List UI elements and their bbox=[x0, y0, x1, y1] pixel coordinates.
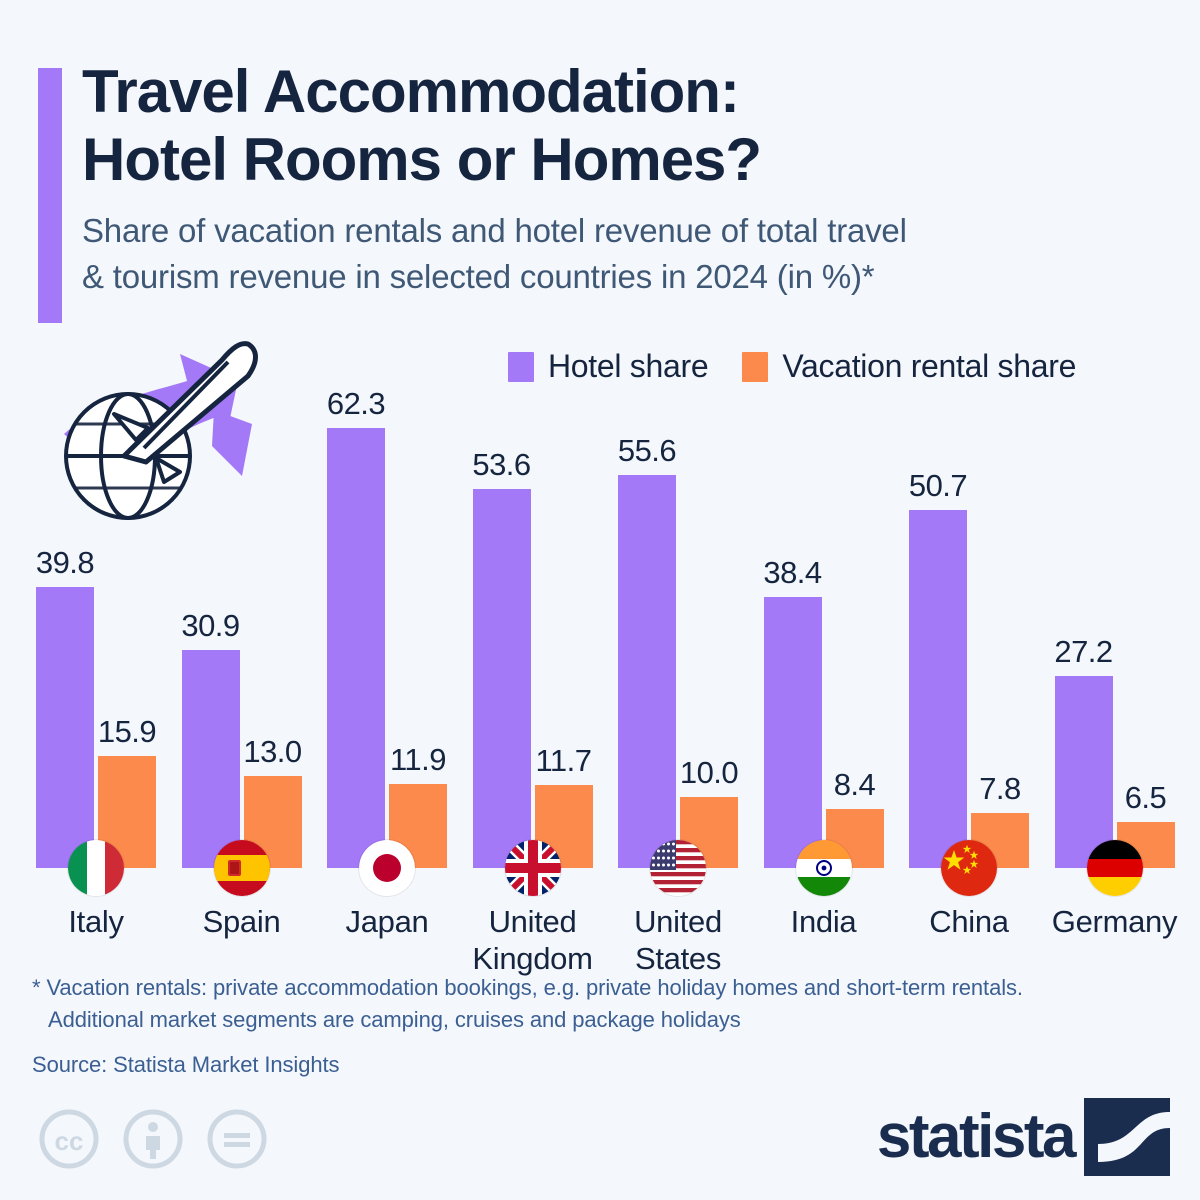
subtitle-line-2: & tourism revenue in selected countries … bbox=[82, 258, 875, 296]
svg-text:cc: cc bbox=[55, 1126, 84, 1156]
bar-hotel-share[interactable]: 30.9 bbox=[181, 608, 240, 868]
bar-value-label: 11.7 bbox=[535, 743, 592, 779]
bar-hotel-share[interactable]: 39.8 bbox=[36, 545, 95, 868]
bar-pair: 55.6 10.0 bbox=[618, 433, 739, 868]
bar-group-india: 38.4 8.4 India bbox=[763, 555, 884, 939]
category-label-italy: Italy bbox=[68, 904, 124, 939]
footnote-line-2: Additional market segments are camping, … bbox=[48, 1006, 741, 1032]
title-line-2: Hotel Rooms or Homes? bbox=[82, 125, 762, 193]
bar-value-label: 6.5 bbox=[1124, 780, 1167, 816]
title-accent-bar bbox=[38, 68, 62, 323]
category-label-germany: Germany bbox=[1051, 904, 1178, 939]
bar-value-label: 53.6 bbox=[472, 447, 531, 483]
attribution-icon[interactable] bbox=[122, 1108, 184, 1170]
germany-flag-icon bbox=[1086, 840, 1143, 896]
legend-label-hotel-share: Hotel share bbox=[548, 348, 709, 384]
bar-value-label: 10.0 bbox=[679, 755, 739, 791]
subtitle-line-1: Share of vacation rentals and hotel reve… bbox=[82, 211, 907, 249]
airplane-globe-icon bbox=[64, 341, 258, 520]
bar-value-label: 39.8 bbox=[35, 544, 95, 580]
bar-vacation-rental-share[interactable]: 11.7 bbox=[534, 743, 593, 868]
creative-commons-icon[interactable]: cc bbox=[38, 1108, 100, 1170]
bar-group-italy: 39.8 15.9 Italy bbox=[36, 545, 157, 939]
united-states-flag-icon bbox=[650, 840, 706, 896]
bar-group-united-states: 55.6 10.0 United States bbox=[618, 433, 739, 976]
category-label-japan: Japan bbox=[345, 904, 429, 939]
bar-hotel-share[interactable]: 50.7 bbox=[909, 468, 968, 868]
china-flag-icon bbox=[941, 840, 997, 896]
bar-hotel-share[interactable]: 27.2 bbox=[1054, 634, 1113, 868]
bar-value-label: 13.0 bbox=[243, 734, 302, 770]
united-kingdom-flag-icon bbox=[504, 840, 561, 896]
bar-vacation-rental-share[interactable]: 10.0 bbox=[680, 755, 739, 868]
japan-flag-icon bbox=[359, 840, 415, 896]
creative-commons-badges: cc bbox=[38, 1108, 268, 1170]
bar-hotel-share[interactable]: 38.4 bbox=[763, 555, 822, 868]
bar-value-label: 55.6 bbox=[617, 432, 677, 468]
legend-item-hotel-share[interactable]: Hotel share bbox=[508, 348, 709, 385]
statista-wordmark: statista bbox=[876, 1102, 1077, 1171]
bar-hotel-share[interactable]: 62.3 bbox=[327, 386, 386, 868]
bar-pair: 30.9 13.0 bbox=[181, 608, 302, 868]
vacation-rental-swatch-icon bbox=[742, 351, 769, 382]
no-derivatives-icon[interactable] bbox=[206, 1108, 268, 1170]
bar-value-label: 11.9 bbox=[389, 741, 447, 777]
legend-item-vacation-rental-share[interactable]: Vacation rental share bbox=[742, 348, 1076, 385]
footnotes: * Vacation rentals: private accommodatio… bbox=[32, 972, 1182, 1078]
bar-group-spain: 30.9 13.0 Spain bbox=[181, 608, 302, 939]
category-label-india: India bbox=[790, 904, 857, 939]
bar-hotel-share[interactable]: 53.6 bbox=[472, 447, 531, 868]
chart-legend: Hotel share Vacation rental share bbox=[508, 348, 1076, 385]
statista-s-curve-mark-icon bbox=[1084, 1098, 1170, 1176]
category-label-united-kingdom: United Kingdom bbox=[472, 904, 593, 976]
bar-group-germany: 27.2 6.5 Germany bbox=[1052, 634, 1178, 939]
page-subtitle: Share of vacation rentals and hotel reve… bbox=[82, 208, 1182, 302]
category-label-united-states: United States bbox=[634, 904, 722, 976]
bar-pair: 53.6 11.7 bbox=[472, 447, 593, 868]
bar-value-label: 8.4 bbox=[833, 766, 876, 802]
bar-value-label: 27.2 bbox=[1054, 633, 1113, 669]
bar-pair: 39.8 15.9 bbox=[36, 545, 157, 868]
plane-globe-illustration bbox=[52, 336, 268, 536]
bar-group-china: 50.7 7.8 China bbox=[909, 468, 1029, 939]
bar-value-label: 50.7 bbox=[908, 467, 968, 503]
bar-value-label: 38.4 bbox=[763, 554, 822, 590]
bar-value-label: 15.9 bbox=[97, 713, 157, 749]
bar-pair: 38.4 8.4 bbox=[763, 555, 884, 868]
source-text: Source: Statista Market Insights bbox=[32, 1051, 340, 1077]
bar-pair: 50.7 7.8 bbox=[909, 468, 1029, 868]
bar-value-label: 7.8 bbox=[979, 770, 1021, 806]
category-label-spain: Spain bbox=[202, 904, 281, 939]
bar-pair: 62.3 11.9 bbox=[327, 386, 447, 868]
bar-hotel-share[interactable]: 55.6 bbox=[618, 433, 677, 868]
spain-flag-icon bbox=[213, 840, 270, 896]
page-title: Travel Accommodation: Hotel Rooms or Hom… bbox=[82, 58, 1182, 194]
india-flag-icon bbox=[795, 840, 852, 896]
title-line-1: Travel Accommodation: bbox=[82, 58, 740, 125]
bar-group-japan: 62.3 11.9 Japan bbox=[327, 386, 447, 939]
header: Travel Accommodation: Hotel Rooms or Hom… bbox=[82, 58, 1182, 301]
legend-label-vacation-rental-share: Vacation rental share bbox=[782, 348, 1077, 384]
statista-logo[interactable]: statista bbox=[877, 1098, 1170, 1176]
bar-value-label: 30.9 bbox=[181, 607, 240, 643]
category-label-china: China bbox=[929, 904, 1009, 939]
bar-value-label: 62.3 bbox=[326, 385, 386, 421]
hotel-swatch-icon bbox=[508, 351, 534, 382]
italy-flag-icon bbox=[68, 840, 124, 896]
footnote-line-1: * Vacation rentals: private accommodatio… bbox=[32, 975, 1023, 1000]
bar-group-united-kingdom: 53.6 11.7 United Kingdom bbox=[472, 447, 593, 976]
